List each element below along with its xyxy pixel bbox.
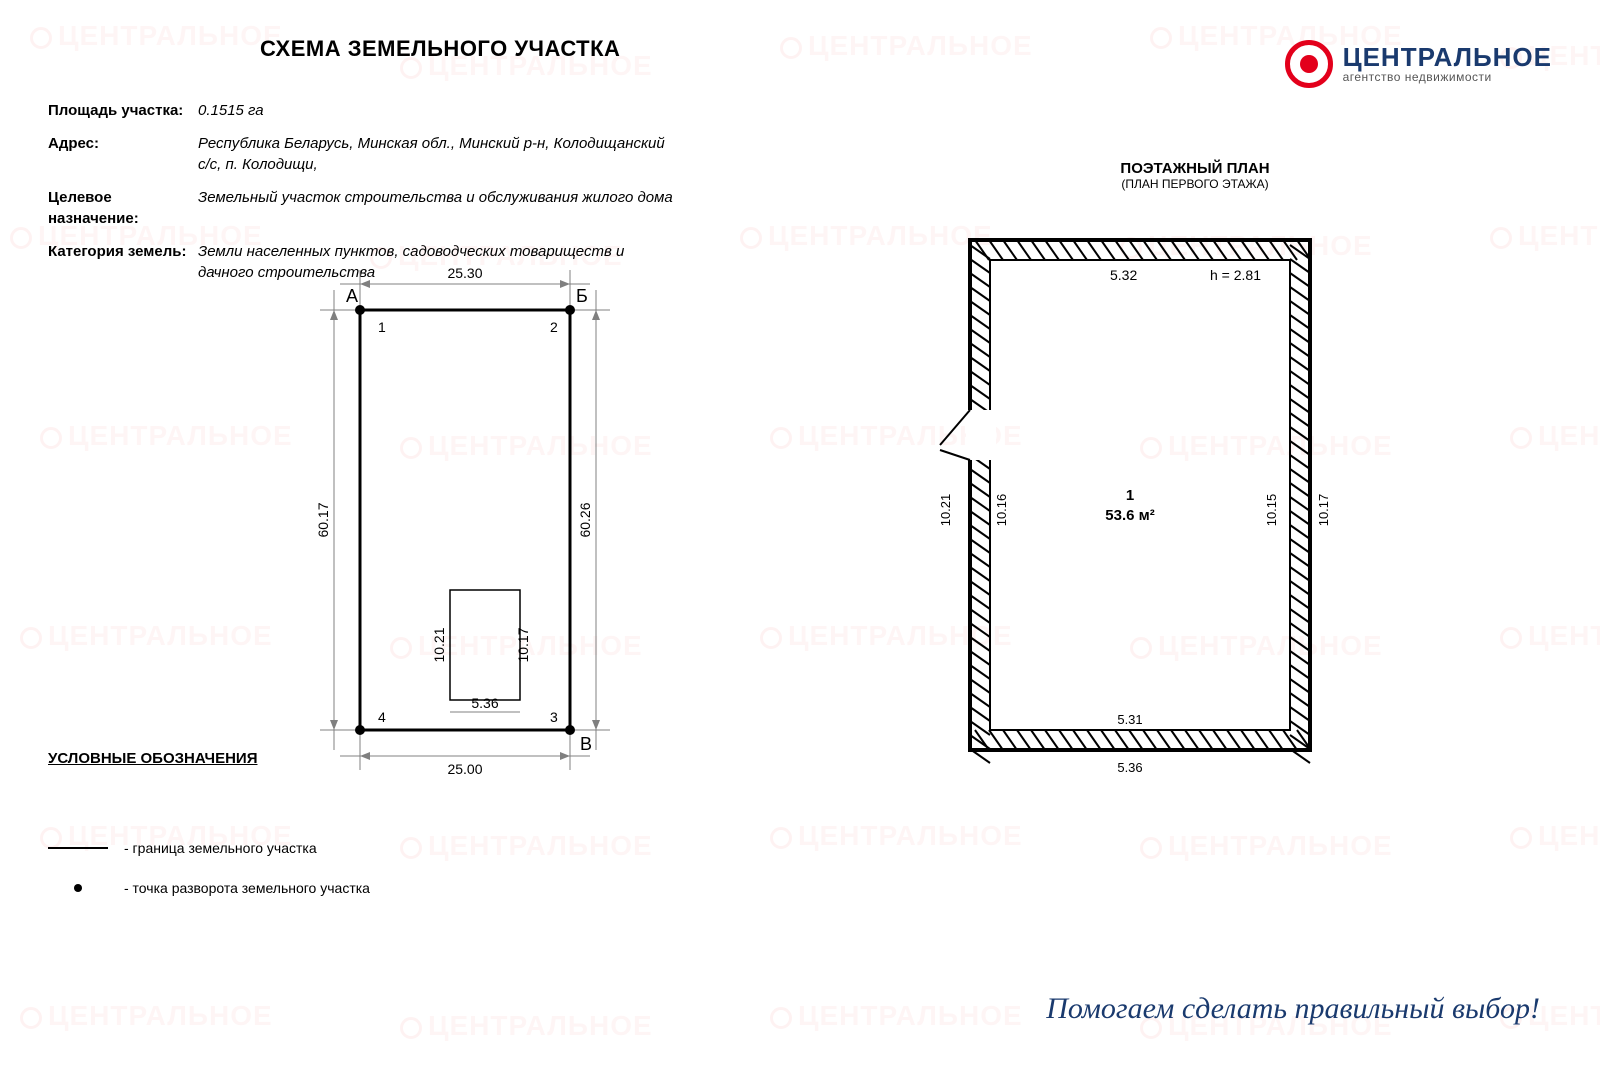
bldg-hr: 10.17 — [515, 627, 531, 662]
area-label: Площадь участка: — [48, 100, 198, 121]
fp-ri: 10.15 — [1264, 494, 1279, 527]
logo-name: ЦЕНТРАЛЬНОЕ — [1343, 44, 1552, 70]
bldg-hl: 10.21 — [431, 627, 447, 662]
fp-ro: 10.17 — [1316, 494, 1331, 527]
address-label: Адрес: — [48, 133, 198, 175]
dim-left: 60.17 — [315, 502, 331, 537]
logo-ring-icon — [1285, 40, 1333, 88]
legend-title: УСЛОВНЫЕ ОБОЗНАЧЕНИЯ — [48, 750, 257, 767]
corner-a: А — [346, 286, 358, 306]
dim-right: 60.26 — [577, 502, 593, 537]
logo: ЦЕНТРАЛЬНОЕ агентство недвижимости — [1285, 40, 1552, 88]
logo-sub: агентство недвижимости — [1343, 70, 1552, 84]
fp-height: h = 2.81 — [1210, 267, 1261, 283]
fp-dim-top: 5.32 — [1110, 267, 1137, 283]
corner-b: Б — [576, 286, 588, 306]
legend-line-text: - граница земельного участка — [124, 840, 317, 856]
address-value: Республика Беларусь, Минская обл., Минск… — [198, 133, 678, 175]
page-title: СХЕМА ЗЕМЕЛЬНОГО УЧАСТКА — [260, 36, 620, 62]
pt3: 3 — [550, 709, 558, 725]
purpose-value: Земельный участок строительства и обслуж… — [198, 187, 673, 229]
floor-plan-title-block: ПОЭТАЖНЫЙ ПЛАН (ПЛАН ПЕРВОГО ЭТАЖА) — [1020, 160, 1370, 191]
pt4: 4 — [378, 709, 386, 725]
slogan: Помогаем сделать правильный выбор! — [1046, 992, 1540, 1026]
legend-dot-icon — [74, 884, 82, 892]
fp-bi: 5.31 — [1117, 712, 1142, 727]
floor-plan-title: ПОЭТАЖНЫЙ ПЛАН — [1020, 160, 1370, 177]
legend-point-row: - точка разворота земельного участка — [48, 880, 370, 896]
dim-bottom: 25.00 — [447, 761, 482, 777]
fp-room-area: 53.6 м² — [1105, 507, 1154, 524]
floor-plan-subtitle: (ПЛАН ПЕРВОГО ЭТАЖА) — [1020, 177, 1370, 191]
land-plot-diagram: 25.30 25.00 60.17 60.26 А Б В 1 2 3 4 10… — [300, 260, 660, 790]
corner-v: В — [580, 734, 592, 754]
fp-bo: 5.36 — [1117, 760, 1142, 775]
legend-line-row: - граница земельного участка — [48, 840, 317, 856]
fp-li: 10.16 — [994, 494, 1009, 527]
fp-room-num: 1 — [1126, 487, 1134, 504]
fp-lo: 10.21 — [938, 494, 953, 527]
legend-line-icon — [48, 847, 108, 849]
pt1: 1 — [378, 319, 386, 335]
floor-plan-diagram: 5.32 h = 2.81 1 53.6 м² 10.21 10.16 10.1… — [910, 210, 1390, 810]
bldg-w: 5.36 — [471, 695, 498, 711]
legend-point-text: - точка разворота земельного участка — [124, 880, 370, 896]
category-label: Категория земель: — [48, 241, 198, 283]
purpose-label: Целевое назначение: — [48, 187, 198, 229]
dim-top: 25.30 — [447, 265, 482, 281]
pt2: 2 — [550, 319, 558, 335]
area-value: 0.1515 га — [198, 100, 264, 121]
